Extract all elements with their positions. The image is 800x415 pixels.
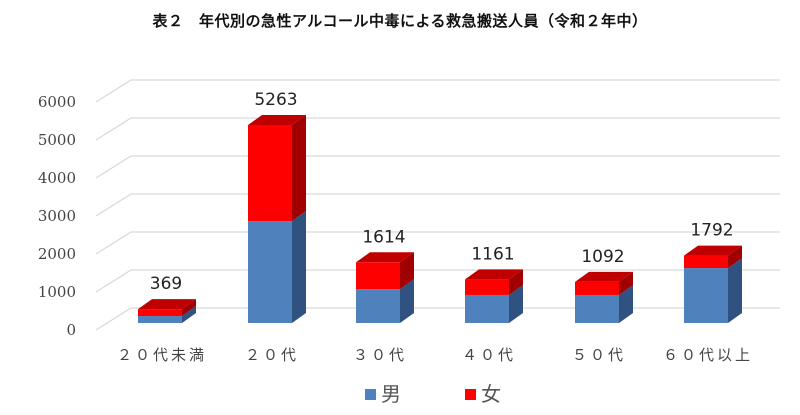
bar-segment-female: [575, 281, 619, 295]
bar-top: [684, 245, 742, 256]
bar-side: [509, 269, 523, 295]
bar-side: [182, 299, 196, 317]
bar-side: [182, 306, 196, 323]
bar-top: [138, 299, 196, 310]
x-category-label: ３０代: [353, 346, 407, 364]
bar-segment-male: [356, 289, 400, 323]
bar-segment-female: [248, 125, 292, 222]
bar-side: [619, 271, 633, 295]
bar-segment-female: [356, 262, 400, 290]
bar-total-label: 1161: [471, 244, 514, 264]
legend-swatch-female: [465, 389, 476, 400]
bar-segment-male: [465, 294, 509, 323]
bar-top: [575, 271, 633, 282]
y-tick-label: 0: [66, 321, 76, 339]
bar-total-label: 5263: [254, 90, 297, 110]
bar-segment-female: [465, 279, 509, 295]
chart-title: 表２ 年代別の急性アルコール中毒による救急搬送人員（令和２年中）: [152, 12, 648, 30]
bar-top: [465, 269, 523, 280]
bar-side: [728, 258, 742, 323]
bar-side: [400, 252, 414, 290]
bar-total-label: 369: [150, 274, 182, 294]
gridline: [95, 79, 780, 103]
x-category-label: ６０代以上: [663, 346, 753, 364]
bar-segment-male: [575, 294, 619, 323]
y-tick-label: 6000: [38, 93, 76, 111]
legend-label-male: 男: [381, 382, 401, 406]
gridline: [95, 231, 780, 255]
bar-segment-female: [138, 309, 182, 317]
bar-segment-male: [684, 268, 728, 323]
bar-segment-female: [684, 255, 728, 269]
y-tick-label: 2000: [38, 245, 76, 263]
bar-side: [509, 284, 523, 323]
bar-total-label: 1092: [581, 247, 624, 267]
gridline: [95, 307, 780, 331]
bar-side: [400, 279, 414, 323]
y-tick-label: 5000: [38, 131, 76, 149]
legend-label-female: 女: [481, 382, 501, 406]
bar-segment-male: [138, 316, 182, 323]
x-category-label: ４０代: [462, 346, 516, 364]
bar-top: [248, 115, 306, 125]
y-tick-label: 4000: [38, 169, 76, 187]
bar-side: [728, 245, 742, 269]
gridline: [95, 155, 780, 179]
y-tick-label: 1000: [38, 283, 76, 301]
legend-swatch-male: [365, 389, 376, 400]
bar-segment-male: [248, 221, 292, 323]
gridline: [95, 193, 780, 217]
gridline: [95, 117, 780, 141]
x-category-label: ５０代: [572, 346, 626, 364]
bar-total-label: 1792: [690, 221, 733, 241]
y-tick-label: 3000: [38, 207, 76, 225]
bar-side: [619, 284, 633, 323]
bar-total-label: 1614: [362, 227, 405, 247]
bar-top: [356, 252, 414, 263]
bar-side: [292, 211, 306, 323]
x-category-label: ２０代: [245, 346, 299, 364]
bar-side: [292, 115, 306, 222]
gridline: [95, 269, 780, 293]
x-category-label: ２０代未満: [117, 346, 207, 364]
